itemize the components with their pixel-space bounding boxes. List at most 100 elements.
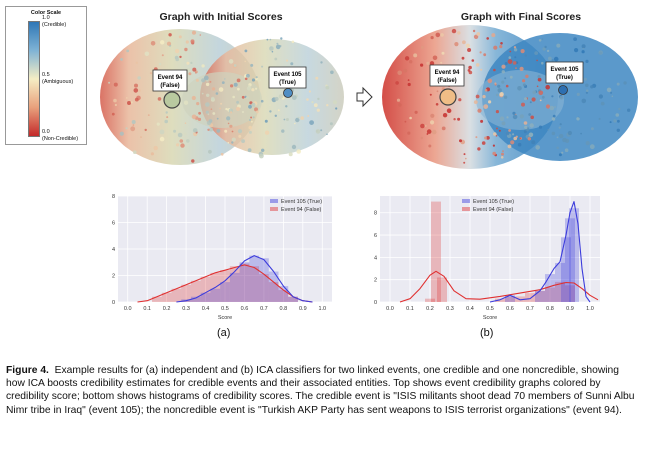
graph-node (409, 116, 412, 120)
graph-node (510, 140, 515, 145)
graph-node (226, 116, 231, 121)
graph-node (144, 51, 150, 57)
svg-text:Event 105: Event 105 (273, 72, 302, 78)
graph-node (483, 104, 489, 109)
graph-node (503, 95, 508, 99)
graph-node (255, 76, 258, 79)
graph-node (260, 99, 264, 103)
graph-node (428, 144, 432, 148)
graph-node (504, 77, 507, 80)
graph-node (168, 33, 172, 37)
chart-a-xtick-label: 0.4 (202, 306, 210, 312)
graph-initial (100, 29, 344, 165)
graph-node (180, 143, 185, 148)
graph-node (252, 116, 255, 119)
chart-b-bar (525, 293, 535, 302)
graph-node (627, 108, 631, 112)
graph-node (133, 150, 137, 154)
graph-node (209, 127, 213, 132)
color-scale-tick-0: 1.0 (Credible) (42, 15, 66, 28)
graph-node (549, 105, 555, 111)
graph-node (233, 82, 238, 87)
graph-node (134, 83, 138, 88)
graph-node (551, 95, 554, 98)
graph-node (219, 107, 222, 110)
graph-node (285, 118, 289, 121)
graph-node (536, 59, 538, 62)
color-scale-bar (28, 21, 40, 137)
graph-node (477, 147, 481, 151)
graph-node (185, 40, 189, 44)
chart-a-bar (268, 282, 279, 302)
graph-node (517, 86, 522, 91)
graph-node (280, 37, 283, 40)
graph-node (317, 97, 320, 101)
graph-node (420, 63, 424, 67)
graph-node (325, 85, 330, 90)
graph-node (192, 67, 197, 72)
graph-node (441, 126, 446, 131)
graph-node (227, 141, 230, 144)
graph-node (403, 68, 408, 73)
chart-a-bar (171, 288, 182, 302)
graph-node (539, 99, 542, 102)
graph-node (556, 43, 561, 48)
graph-node (538, 90, 544, 96)
subfig-label-a: (a) (217, 327, 231, 339)
graph-node (269, 104, 272, 107)
graph-node (395, 81, 399, 85)
graph-node (227, 122, 230, 125)
graph-node (207, 113, 210, 116)
chart-a-ytick-label: 4 (112, 247, 115, 253)
graph-node (274, 57, 278, 61)
graph-node (244, 77, 248, 81)
chart-b-bar (565, 285, 575, 302)
svg-text:Event 105: Event 105 (550, 67, 579, 73)
graph-node (581, 98, 587, 104)
graph-node (499, 45, 503, 49)
graph-node (269, 38, 272, 41)
graph-node (501, 70, 505, 74)
graph-node (191, 114, 197, 120)
chart-b-bar (561, 237, 571, 302)
graph-node (183, 100, 189, 105)
graph-node (535, 145, 540, 150)
graph-node (261, 148, 265, 152)
graph-node (159, 129, 165, 135)
graph-node (497, 88, 502, 93)
graph-node (610, 91, 613, 94)
graph-node (429, 93, 432, 96)
graph-node (218, 87, 224, 92)
graph-node (160, 40, 165, 45)
chart-a-bar (259, 258, 269, 302)
graph-node (175, 57, 179, 62)
graph-node (507, 59, 513, 64)
chart-a-xtick-label: 0.3 (182, 306, 190, 312)
graph-node (255, 87, 258, 90)
graph-node (479, 51, 482, 54)
graph-node (251, 102, 256, 107)
chart-a-xtick-label: 0.6 (241, 306, 249, 312)
chart-b-bar (555, 281, 565, 302)
arrow-icon (356, 86, 373, 108)
graph-node (463, 161, 466, 164)
chart-a-xtick-label: 0.9 (299, 306, 307, 312)
graph-node (551, 59, 554, 62)
graph-node (611, 95, 614, 98)
graph-node (271, 50, 274, 53)
graph-node (307, 115, 310, 117)
graph-node (255, 110, 259, 114)
chart-a-xtick-label: 0.5 (221, 306, 229, 312)
tick-value: 0.5 (42, 72, 50, 78)
graph-node (285, 105, 288, 108)
graph-node (473, 100, 478, 104)
graph-node (150, 152, 154, 156)
graph-node (186, 61, 190, 65)
graph-node (269, 110, 272, 113)
graph-node (184, 132, 187, 135)
chart-b-legend-swatch (462, 207, 470, 211)
chart-a-xtick-label: 0.1 (143, 306, 151, 312)
graph-node (413, 53, 418, 58)
graph-node (585, 141, 590, 146)
graph-node (277, 109, 280, 112)
